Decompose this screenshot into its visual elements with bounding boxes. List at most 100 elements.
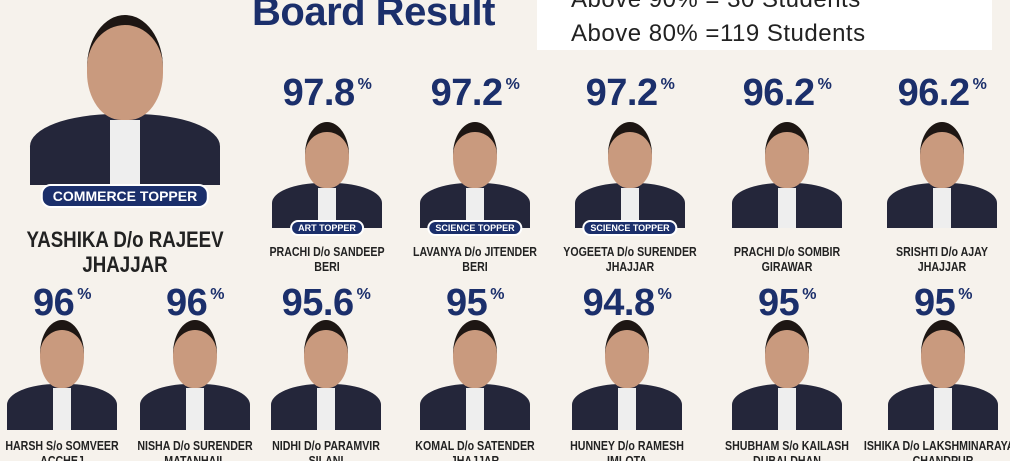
name: NISHA D/o SURENDER (137, 439, 252, 454)
face (40, 320, 84, 388)
name: JHAJJAR (82, 252, 167, 277)
shirt (110, 120, 140, 185)
percent-sign: % (958, 286, 972, 303)
name: PRACHI D/o SOMBIR (734, 245, 840, 260)
face (765, 320, 809, 388)
score-value: 94.8 (583, 282, 655, 324)
name: ISHIKA D/o LAKSHMINARAYAN (864, 439, 1010, 454)
shirt (778, 188, 796, 228)
photo (7, 320, 117, 430)
percent-sign: % (358, 76, 372, 93)
name: HUNNEY D/o RAMESH (570, 439, 684, 454)
score-value: 95.6 (282, 282, 354, 324)
title: Board Result (252, 0, 495, 35)
poster: Board Result Above 90% = 30 Students Abo… (0, 0, 1010, 461)
badge: SCIENCE TOPPER (427, 220, 522, 236)
score: 95% (758, 282, 816, 325)
shirt (618, 388, 636, 430)
name: KOMAL D/o SATENDER (415, 439, 534, 454)
face (304, 320, 348, 388)
face (605, 320, 649, 388)
score: 97.2% (586, 72, 675, 115)
name: HARSH S/o SOMVEER (5, 439, 118, 454)
percent-sign: % (661, 76, 675, 93)
name: SHUBHAM S/o KAILASH (725, 439, 849, 454)
face (920, 122, 964, 188)
photo (272, 122, 382, 228)
name: LAVANYA D/o JITENDER (413, 245, 537, 260)
percent-sign: % (506, 76, 520, 93)
percent-sign: % (973, 76, 987, 93)
photo (887, 122, 997, 228)
shirt (186, 388, 204, 430)
photo (30, 15, 220, 185)
name: JHAJJAR (451, 454, 499, 461)
score: 97.8% (283, 72, 372, 115)
score-value: 96 (166, 282, 207, 324)
photo (888, 320, 998, 430)
badge: SCIENCE TOPPER (582, 220, 677, 236)
photo (572, 320, 682, 430)
percent-sign: % (210, 286, 224, 303)
percent-sign: % (818, 76, 832, 93)
percent-sign: % (658, 286, 672, 303)
name: JHAJJAR (918, 260, 966, 275)
score: 97.2% (431, 72, 520, 115)
score-value: 96.2 (743, 72, 815, 114)
photo (575, 122, 685, 228)
score-value: 97.2 (586, 72, 658, 114)
percent-sign: % (490, 286, 504, 303)
face (453, 122, 497, 188)
score-value: 96 (33, 282, 74, 324)
percent-sign: % (77, 286, 91, 303)
score: 96.2% (898, 72, 987, 115)
shirt (934, 388, 952, 430)
shirt (778, 388, 796, 430)
face (608, 122, 652, 188)
score-value: 95 (446, 282, 487, 324)
photo (420, 320, 530, 430)
score-value: 95 (758, 282, 799, 324)
score: 96% (33, 282, 91, 325)
name: IMLOTA (607, 454, 647, 461)
badge: COMMERCE TOPPER (41, 184, 209, 208)
name: MATANHAIL (164, 454, 226, 461)
stat: Above 90% = 30 Students (571, 0, 861, 14)
photo (732, 320, 842, 430)
name: BERI (462, 260, 487, 275)
stats-box: Above 90% = 30 Students Above 80% =119 S… (537, 0, 992, 50)
name: YASHIKA D/o RAJEEV (26, 227, 223, 252)
name: ACCHEJ (40, 454, 84, 461)
name: NIDHI D/o PARAMVIR (272, 439, 380, 454)
name: SRISHTI D/o AJAY (896, 245, 988, 260)
face (173, 320, 217, 388)
shirt (466, 388, 484, 430)
badge: ART TOPPER (290, 220, 364, 236)
name: GIRAWAR (762, 260, 813, 275)
percent-sign: % (357, 286, 371, 303)
percent-sign: % (802, 286, 816, 303)
shirt (933, 188, 951, 228)
score: 95% (914, 282, 972, 325)
face (921, 320, 965, 388)
stat: Above 80% =119 Students (571, 20, 866, 48)
score-value: 97.2 (431, 72, 503, 114)
name: BERI (314, 260, 339, 275)
score: 95% (446, 282, 504, 325)
photo (732, 122, 842, 228)
name: DUBALDHAN (753, 454, 821, 461)
name: JHAJJAR (606, 260, 654, 275)
score: 96% (166, 282, 224, 325)
score: 94.8% (583, 282, 672, 325)
photo (420, 122, 530, 228)
name: PRACHI D/o SANDEEP (269, 245, 384, 260)
face (453, 320, 497, 388)
score-value: 96.2 (898, 72, 970, 114)
name: SILANI (309, 454, 344, 461)
shirt (317, 388, 335, 430)
score-value: 97.8 (283, 72, 355, 114)
shirt (53, 388, 71, 430)
face (87, 15, 163, 120)
score-value: 95 (914, 282, 955, 324)
face (305, 122, 349, 188)
